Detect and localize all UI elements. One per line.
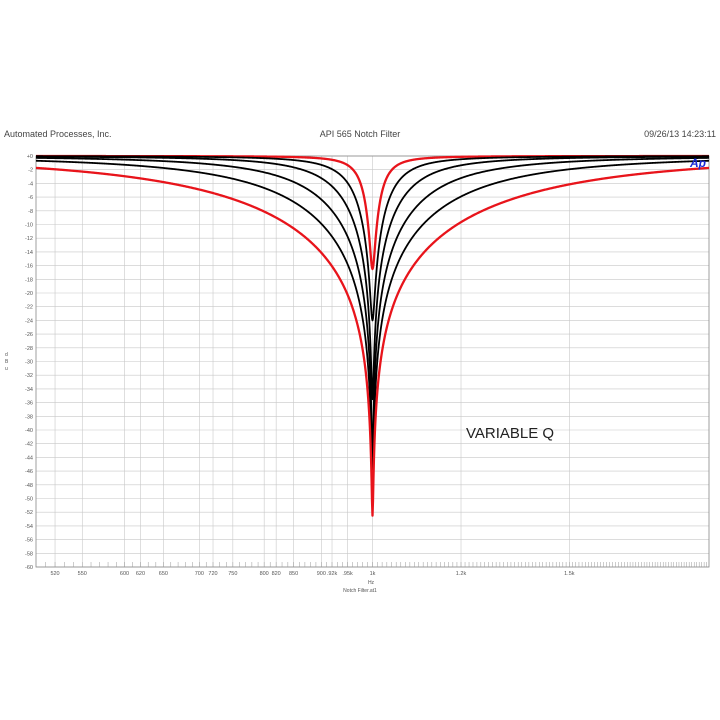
y-tick-labels: +0 -2 -4 -6 -8 -10 -12 -14 -16 -18 -20 -22 -24 -26 -28… (25, 154, 33, 571)
x-tick-label: 600 (120, 571, 129, 577)
y-tick-label: -32 (25, 373, 33, 379)
header-title: API 565 Notch Filter (319, 129, 401, 139)
y-tick-label: -18 (25, 277, 33, 283)
y-tick-label: -42 (25, 442, 33, 448)
notch-curve-6 (35, 166, 710, 517)
y-axis-label-d: d (5, 352, 8, 358)
x-tick-label: .95k (342, 571, 353, 577)
x-tick-label: 850 (289, 571, 298, 577)
ap-logo: Ap (689, 156, 706, 170)
y-tick-label: -14 (25, 250, 33, 256)
minor-ticks (45, 562, 707, 567)
x-tick-label: 750 (228, 571, 237, 577)
x-tick-label: 800 (260, 571, 269, 577)
y-tick-label: -4 (28, 181, 33, 187)
x-tick-label: 700 (195, 571, 204, 577)
curves (35, 154, 710, 517)
x-tick-label: 650 (159, 571, 168, 577)
y-tick-label: -46 (25, 469, 33, 475)
y-tick-label: -54 (25, 524, 33, 530)
y-tick-label: -58 (25, 551, 33, 557)
y-tick-label: -38 (25, 414, 33, 420)
notch-curve-3 (35, 155, 710, 401)
header-timestamp: 09/26/13 14:23:11 (644, 129, 716, 139)
y-tick-label: -44 (25, 455, 33, 461)
y-tick-label: -2 (28, 168, 33, 174)
y-tick-label: -12 (25, 236, 33, 242)
y-tick-label: -6 (28, 195, 33, 201)
x-tick-label: 900 (317, 571, 326, 577)
notch-curve-2 (35, 155, 710, 322)
x-tick-labels: 520 550 600 620 650 700 720 750 800 820 850 900.92k… (50, 571, 574, 577)
y-tick-label: -60 (25, 565, 33, 571)
y-tick-label: -30 (25, 360, 33, 366)
y-tick-label: -26 (25, 332, 33, 338)
y-tick-label: -34 (25, 387, 33, 393)
header-company: Automated Processes, Inc. (4, 129, 112, 139)
y-tick-label: -20 (25, 291, 33, 297)
y-tick-label: -56 (25, 538, 33, 544)
x-tick-label: 550 (78, 571, 87, 577)
x-axis-label: Hz (368, 580, 375, 586)
y-tick-label: -16 (25, 264, 33, 270)
y-tick-label: -48 (25, 483, 33, 489)
x-tick-label: 1.5k (564, 571, 575, 577)
y-tick-label: +0 (27, 154, 33, 160)
x-tick-label: 620 (136, 571, 145, 577)
y-axis-label-u: u (5, 366, 8, 372)
y-tick-label: -8 (28, 209, 33, 215)
variable-q-annotation: VARIABLE Q (466, 425, 554, 442)
x-tick-label: .92k (327, 571, 338, 577)
x-tick-label: 520 (50, 571, 59, 577)
x-tick-label: 720 (208, 571, 217, 577)
y-tick-label: -50 (25, 497, 33, 503)
y-tick-label: -40 (25, 428, 33, 434)
x-tick-label: 820 (272, 571, 281, 577)
y-tick-label: -10 (25, 223, 33, 229)
y-tick-label: -36 (25, 401, 33, 407)
y-axis-label-b: B (5, 359, 9, 365)
x-tick-label: 1.2k (456, 571, 467, 577)
y-tick-label: -22 (25, 305, 33, 311)
x-tick-label: 1k (370, 571, 376, 577)
footer-label: Notch Filter.at1 (343, 588, 377, 594)
y-tick-label: -24 (25, 318, 33, 324)
y-tick-label: -28 (25, 346, 33, 352)
y-tick-label: -52 (25, 510, 33, 516)
